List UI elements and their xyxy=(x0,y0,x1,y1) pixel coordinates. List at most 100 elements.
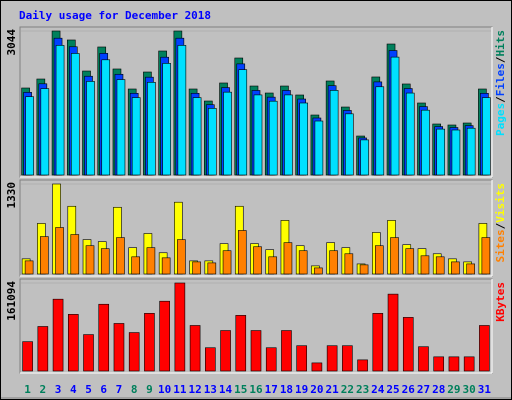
x-tick-label: 27 xyxy=(417,383,430,396)
bar xyxy=(131,97,141,176)
legend: KBytes xyxy=(494,282,507,322)
bar xyxy=(420,255,430,275)
bar xyxy=(192,97,202,176)
bar xyxy=(146,247,156,275)
x-tick-label: 16 xyxy=(249,383,263,396)
bar xyxy=(359,264,369,275)
bar xyxy=(345,113,354,176)
x-tick-label: 5 xyxy=(85,383,92,396)
bar xyxy=(98,303,110,372)
bar xyxy=(235,315,247,372)
bar xyxy=(67,314,79,372)
bar xyxy=(402,317,414,372)
bar xyxy=(479,325,490,372)
bar xyxy=(223,91,232,176)
bar xyxy=(372,313,384,372)
y-tick-label: 1330 xyxy=(5,182,18,209)
bar xyxy=(116,79,126,176)
legend-entry: Sites xyxy=(494,229,507,262)
bar xyxy=(284,94,293,176)
x-tick-label: 3 xyxy=(55,383,62,396)
bar xyxy=(238,69,248,176)
x-tick-label: 22 xyxy=(341,383,354,396)
bar xyxy=(116,237,125,275)
bar xyxy=(357,359,368,372)
bar xyxy=(466,263,475,275)
bar xyxy=(22,341,33,372)
legend-separator: / xyxy=(494,96,507,103)
bar xyxy=(144,313,155,372)
bar xyxy=(390,237,399,275)
bar xyxy=(405,248,415,275)
bar xyxy=(37,326,49,372)
bar xyxy=(83,334,94,372)
bar xyxy=(299,102,308,176)
x-tick-label: 31 xyxy=(478,383,492,396)
x-tick-label: 9 xyxy=(146,383,153,396)
bar xyxy=(283,242,293,275)
bar xyxy=(159,300,170,372)
bar xyxy=(177,45,187,176)
bar xyxy=(451,129,461,176)
bar xyxy=(268,100,278,176)
bar xyxy=(205,347,216,372)
y-tick-label: 161094 xyxy=(5,281,18,321)
x-tick-label: 14 xyxy=(219,383,233,396)
bar xyxy=(250,330,262,372)
x-tick-label: 19 xyxy=(295,383,308,396)
bar xyxy=(448,356,460,372)
x-tick-label: 6 xyxy=(100,383,107,396)
bar xyxy=(344,253,354,275)
bar xyxy=(482,97,491,176)
legend-entry: Files xyxy=(494,63,507,96)
bar xyxy=(100,248,110,275)
bar xyxy=(161,257,171,275)
bar xyxy=(55,227,64,275)
bar xyxy=(436,128,446,176)
bar xyxy=(481,237,491,275)
bar xyxy=(281,330,292,372)
legend-entry: Hits xyxy=(494,30,507,57)
bar xyxy=(237,230,247,275)
bar xyxy=(40,236,49,275)
legend: Sites/Visits xyxy=(494,183,507,263)
x-tick-label: 24 xyxy=(371,383,385,396)
x-tick-label: 25 xyxy=(386,383,399,396)
bar xyxy=(222,250,232,275)
x-tick-label: 8 xyxy=(131,383,138,396)
bar xyxy=(208,108,217,176)
bar xyxy=(40,88,50,176)
legend-entry: Visits xyxy=(494,183,507,223)
bar xyxy=(375,86,385,176)
bar xyxy=(177,239,186,275)
bar xyxy=(268,256,278,275)
bar xyxy=(192,261,201,275)
x-tick-label: 1 xyxy=(24,383,31,396)
x-tick-label: 28 xyxy=(432,383,445,396)
chart-title: Daily usage for December 2018 xyxy=(19,9,211,22)
bar xyxy=(326,345,338,372)
bar xyxy=(131,256,140,275)
bar xyxy=(25,96,34,176)
bar xyxy=(24,260,34,275)
x-tick-label: 15 xyxy=(234,383,247,396)
y-tick-label: 3044 xyxy=(5,29,18,56)
x-tick-label: 18 xyxy=(280,383,293,396)
legend-separator: / xyxy=(494,56,507,63)
bar xyxy=(435,256,445,275)
bar xyxy=(387,293,399,372)
legend-entry: Pages xyxy=(494,103,507,136)
bar xyxy=(220,330,231,372)
x-tick-label: 23 xyxy=(356,383,369,396)
x-tick-label: 30 xyxy=(463,383,476,396)
bar xyxy=(329,250,338,275)
bar xyxy=(421,109,430,176)
bar xyxy=(405,92,415,176)
x-tick-label: 20 xyxy=(310,383,323,396)
bar xyxy=(253,94,263,176)
x-tick-label: 4 xyxy=(70,383,77,396)
bar xyxy=(311,362,323,372)
legend-entry: KBytes xyxy=(494,282,507,322)
bar xyxy=(52,298,64,372)
